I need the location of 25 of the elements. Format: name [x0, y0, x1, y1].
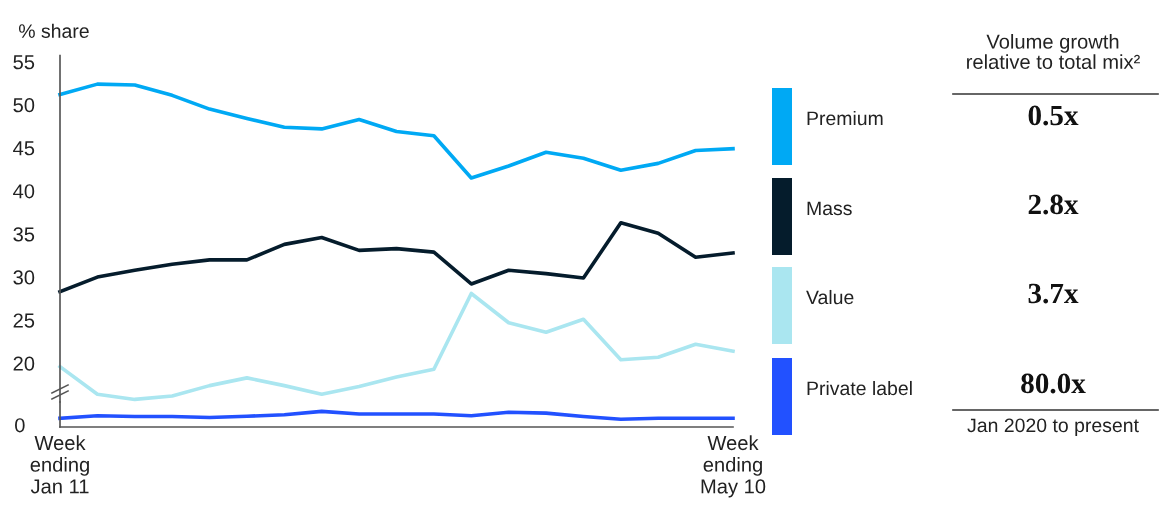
x-tick-label: Week ending Jan 11 — [30, 435, 89, 494]
text: Jan 2020 to present — [967, 418, 1139, 437]
text: Volume growth relative to total mix² — [967, 34, 1140, 70]
text: 3.7x — [1028, 283, 1079, 304]
y-tick-label: 50 — [13, 98, 35, 113]
y-tick-label: 25 — [13, 313, 35, 328]
line-series — [58, 221, 735, 294]
text: Premium — [807, 110, 883, 126]
text: Value — [806, 289, 854, 305]
y-axis-title: % share — [18, 23, 89, 38]
y-tick-label: 20 — [13, 356, 35, 371]
line-series — [58, 291, 735, 402]
text: Private label — [807, 380, 912, 396]
text: 2.8x — [1028, 194, 1079, 215]
line-series — [58, 82, 735, 180]
text: Mass — [807, 201, 852, 216]
y-tick-label: 30 — [13, 270, 35, 285]
text: 0.5x — [1028, 105, 1079, 126]
text: 0 — [15, 418, 25, 433]
y-tick-label: 40 — [13, 184, 35, 199]
text: 80.0x — [1021, 373, 1086, 394]
y-tick-label: 35 — [13, 227, 35, 242]
y-tick-label: 55 — [13, 55, 35, 70]
y-tick-label: 45 — [13, 141, 35, 156]
x-tick-label: Week ending May 10 — [701, 435, 766, 498]
